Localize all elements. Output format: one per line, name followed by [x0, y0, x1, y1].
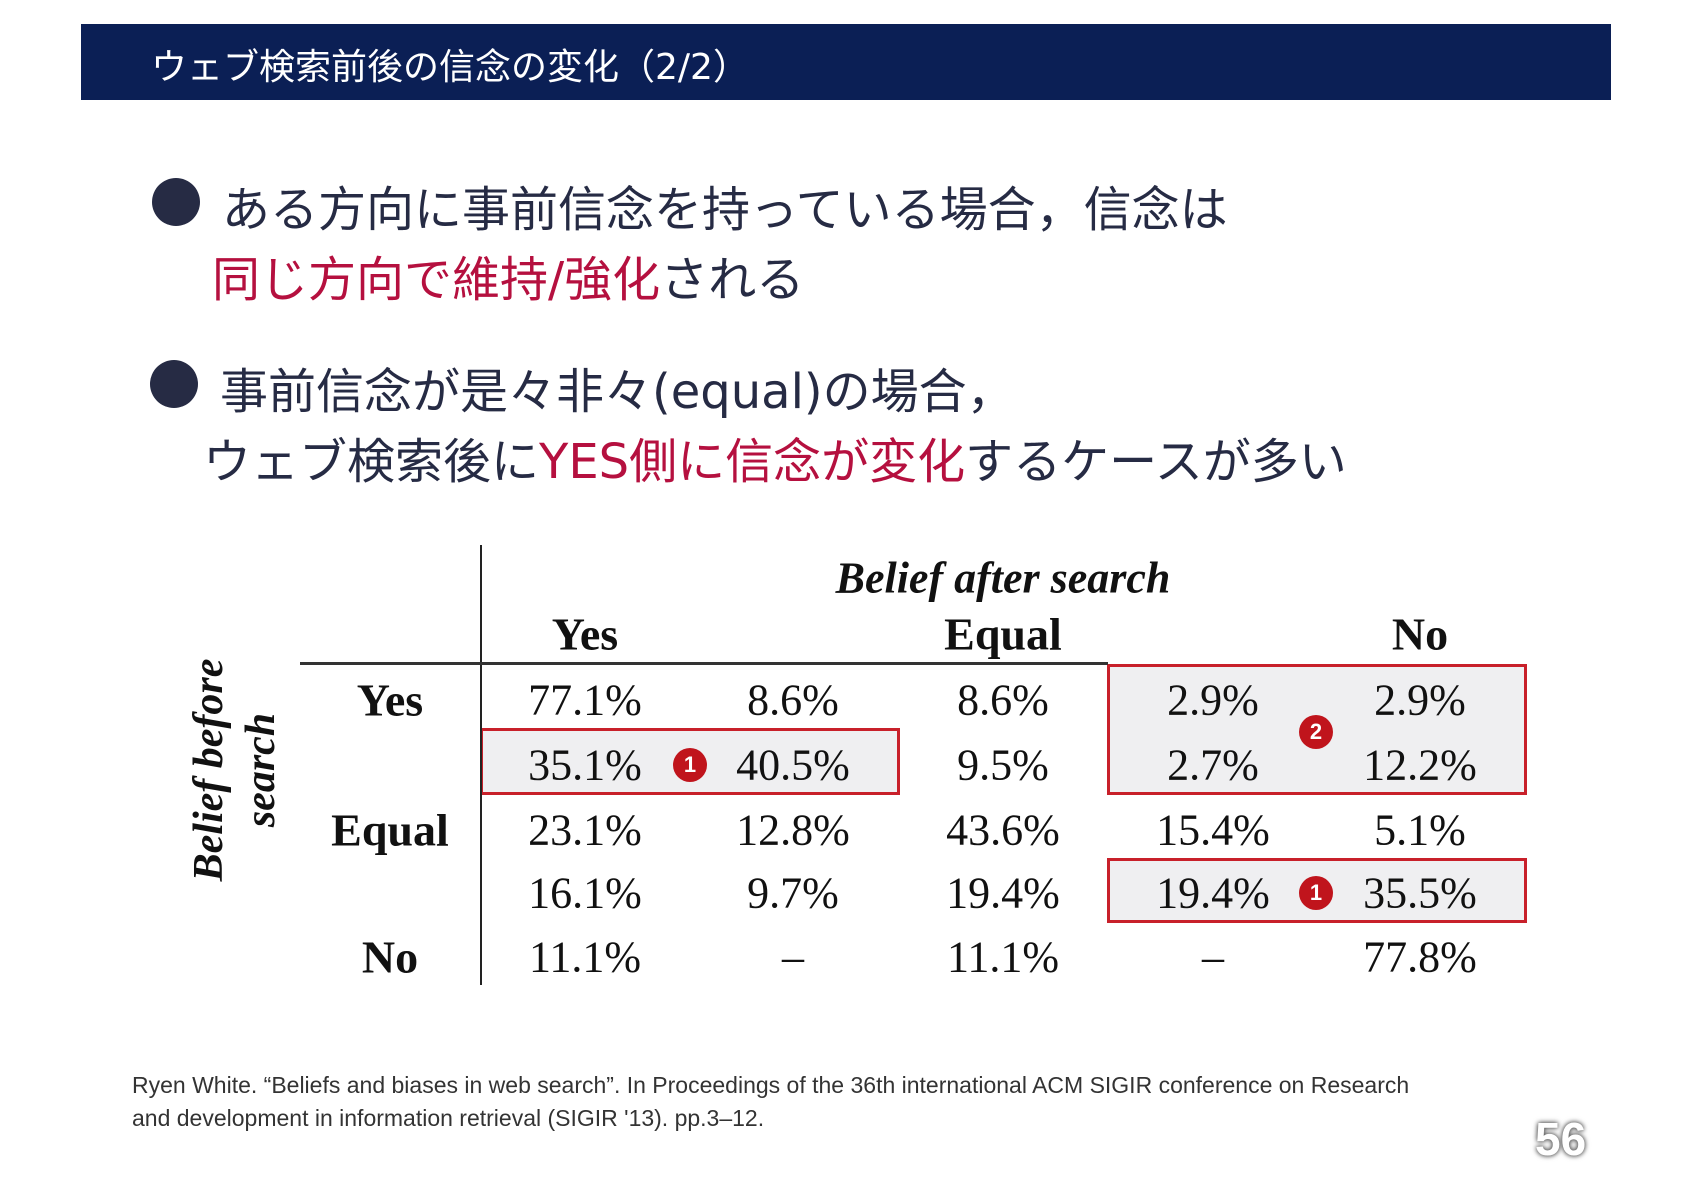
table-cell: 8.6%	[957, 675, 1049, 725]
bullet-1-line-1: ある方向に事前信念を持っている場合，信念は	[222, 182, 1228, 238]
horizontal-rule	[300, 662, 1108, 665]
table-cell: 9.7%	[747, 868, 839, 918]
bullet-icon	[150, 360, 198, 408]
title-bar: ウェブ検索前後の信念の変化（2/2）	[81, 24, 1611, 100]
row-header: Equal	[331, 804, 449, 856]
table-cell: 23.1%	[528, 805, 642, 855]
table-cell: 19.4%	[1156, 868, 1270, 918]
table-cell: 5.1%	[1374, 805, 1466, 855]
table-cell: 77.8%	[1363, 932, 1477, 982]
number-badge: 2	[1299, 715, 1333, 749]
column-header: Equal	[944, 608, 1062, 660]
page-number: 56	[1535, 1113, 1587, 1165]
table-cell: 77.1%	[528, 675, 642, 725]
number-badge: 1	[673, 748, 707, 782]
table-cell: 35.5%	[1363, 868, 1477, 918]
table-cell: 9.5%	[957, 740, 1049, 790]
table-cell: 11.1%	[946, 932, 1060, 982]
text: するケースが多い	[965, 434, 1347, 490]
table-cell: 2.7%	[1167, 740, 1259, 790]
row-group-label: Belief before search	[186, 658, 284, 882]
slide-title: ウェブ検索前後の信念の変化（2/2）	[151, 47, 749, 88]
highlight-text: 同じ方向で維持/強化	[212, 252, 661, 308]
table-cell: –	[1202, 932, 1224, 982]
table-cell: 12.2%	[1363, 740, 1477, 790]
table-cell: 43.6%	[946, 805, 1060, 855]
text: ウェブ検索後に	[203, 434, 540, 490]
bullet-icon	[152, 178, 200, 226]
text: される	[660, 252, 805, 308]
bullet-1-line-2: 同じ方向で維持/強化される	[212, 240, 804, 310]
table-cell: 11.1%	[528, 932, 642, 982]
table-cell: 19.4%	[946, 868, 1060, 918]
bullet-2-line-2: ウェブ検索後にYES側に信念が変化するケースが多い	[203, 422, 1347, 492]
row-header: No	[361, 931, 419, 983]
column-group-label: Belief after search	[835, 553, 1171, 603]
vertical-rule	[480, 545, 482, 985]
number-badge: 1	[1299, 876, 1333, 910]
table-cell: 2.9%	[1167, 675, 1259, 725]
table-cell: 15.4%	[1156, 805, 1270, 855]
column-header: No	[1391, 608, 1449, 660]
column-header: Yes	[551, 608, 619, 660]
citation-line-1: Ryen White. “Beliefs and biases in web s…	[132, 1072, 1410, 1098]
table-cell: –	[782, 932, 804, 982]
row-header: Yes	[356, 674, 424, 726]
bullet-2-line-1: 事前信念が是々非々(equal)の場合，	[220, 364, 1015, 420]
highlight-box-1	[480, 728, 900, 795]
table-cell: 35.1%	[528, 740, 642, 790]
table-cell: 8.6%	[747, 675, 839, 725]
table-cell: 16.1%	[528, 868, 642, 918]
table-cell: 12.8%	[736, 805, 850, 855]
table-cell: 40.5%	[736, 740, 850, 790]
table-cell: 2.9%	[1374, 675, 1466, 725]
citation-line-2: and development in information retrieval…	[132, 1105, 765, 1131]
highlight-text: YES側に信念が変化	[539, 434, 966, 490]
